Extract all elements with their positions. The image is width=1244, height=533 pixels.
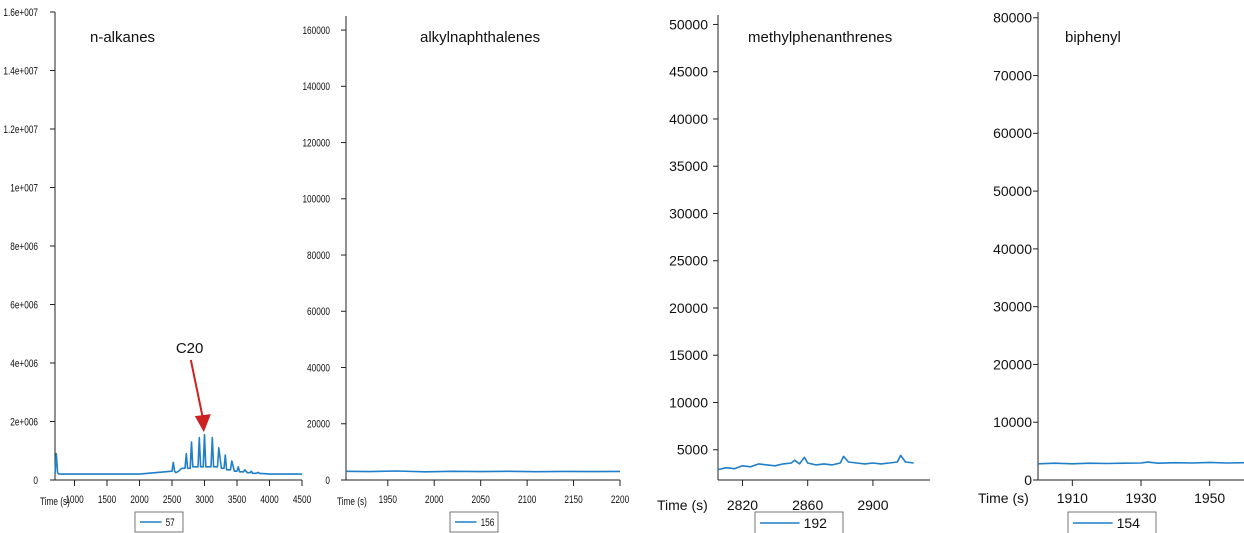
legend: 156 xyxy=(449,511,499,533)
y-tick-label: 1e+007 xyxy=(10,182,38,194)
y-tick-label: 120000 xyxy=(302,137,330,149)
y-tick-label: 80000 xyxy=(307,250,330,262)
chart-title: biphenyl xyxy=(1065,29,1121,46)
x-tick-label: 1000 xyxy=(65,494,84,506)
series-line-192 xyxy=(717,454,914,471)
y-tick-label: 35000 xyxy=(669,158,708,174)
y-tick-label: 40000 xyxy=(993,241,1032,257)
y-tick-label: 40000 xyxy=(669,111,708,127)
y-tick-label: 20000 xyxy=(669,300,708,316)
x-tick-label: 2050 xyxy=(472,494,491,506)
legend: 154 xyxy=(1067,511,1157,533)
y-tick-label: 0 xyxy=(325,475,330,487)
y-tick-label: 10000 xyxy=(993,414,1032,430)
x-tick-label: 1950 xyxy=(379,494,398,506)
legend-label: 156 xyxy=(481,517,495,529)
x-tick-label: 2500 xyxy=(163,494,182,506)
y-tick-label: 0 xyxy=(33,475,38,487)
arrow-head xyxy=(194,414,211,433)
y-tick-label: 4e+006 xyxy=(10,358,38,370)
legend-label: 192 xyxy=(804,515,828,531)
x-tick-label: 2000 xyxy=(425,494,444,506)
y-tick-label: 30000 xyxy=(669,205,708,221)
y-tick-label: 20000 xyxy=(307,419,330,431)
y-tick-label: 30000 xyxy=(993,299,1032,315)
annotation-c20: C20 xyxy=(176,340,211,433)
y-tick-label: 50000 xyxy=(669,16,708,32)
y-tick-label: 1.4e+007 xyxy=(3,65,38,77)
y-tick-label: 6e+006 xyxy=(10,299,38,311)
x-tick-label: 1950 xyxy=(1194,490,1225,506)
y-tick-label: 1.2e+007 xyxy=(3,124,38,136)
y-tick-label: 160000 xyxy=(302,25,330,37)
y-tick-label: 40000 xyxy=(307,362,330,374)
series-line-57 xyxy=(54,433,302,475)
chart-panel-1: 0 2e+006 4e+006 6e+006 8e+006 1e+007 1.2e+007 1… xyxy=(3,7,312,533)
x-tick-label: 2000 xyxy=(130,494,149,506)
annotation-label: C20 xyxy=(176,340,204,357)
series-line-156 xyxy=(345,470,621,473)
x-tick-label: 2900 xyxy=(857,497,888,513)
arrow-shaft xyxy=(189,359,204,419)
x-tick-label: 1500 xyxy=(98,494,117,506)
y-tick-label: 50000 xyxy=(993,183,1032,199)
y-tick-label: 1.6e+007 xyxy=(3,7,38,19)
y-tick-label: 80000 xyxy=(993,10,1032,26)
y-tick-label: 60000 xyxy=(307,306,330,318)
chart-panel-3: 5000 10000 15000 20000 25000 30000 35000 40000 4… xyxy=(657,15,930,533)
y-tick-label: 100000 xyxy=(302,194,330,206)
y-tick-label: 25000 xyxy=(669,253,708,269)
chart-title: n-alkanes xyxy=(90,29,155,46)
x-tick-label: 1910 xyxy=(1057,490,1088,506)
y-tick-label: 70000 xyxy=(993,67,1032,83)
x-tick-label: 2150 xyxy=(564,494,583,506)
y-tick-label: 10000 xyxy=(669,394,708,410)
x-axis-label: Time (s) xyxy=(978,490,1029,506)
y-tick-label: 140000 xyxy=(302,81,330,93)
series-line-154 xyxy=(1037,461,1244,465)
y-tick-label: 15000 xyxy=(669,347,708,363)
y-tick-label: 60000 xyxy=(993,125,1032,141)
x-axis-label: Time (s) xyxy=(657,497,708,513)
x-tick-label: 2820 xyxy=(727,497,758,513)
x-axis-label: Time (s) xyxy=(337,496,367,508)
x-tick-label: 3500 xyxy=(228,494,247,506)
x-tick-label: 4500 xyxy=(293,494,312,506)
y-tick-label: 0 xyxy=(1024,472,1032,488)
y-tick-label: 8e+006 xyxy=(10,241,38,253)
y-tick-label: 20000 xyxy=(993,356,1032,372)
chart-title: alkylnaphthalenes xyxy=(420,29,540,46)
y-tick-label: 45000 xyxy=(669,64,708,80)
legend: 57 xyxy=(134,511,184,533)
chart-panel-2: 0 20000 40000 60000 80000 100000 120000 140000 1… xyxy=(302,16,630,533)
y-tick-label: 5000 xyxy=(677,442,708,458)
x-tick-label: 2100 xyxy=(518,494,537,506)
legend-label: 57 xyxy=(166,517,175,529)
x-tick-label: 2860 xyxy=(792,497,823,513)
y-tick-label: 2e+006 xyxy=(10,416,38,428)
legend-label: 154 xyxy=(1117,515,1141,531)
x-tick-label: 4000 xyxy=(260,494,279,506)
chart-panel-4: 0 10000 20000 30000 40000 50000 60000 70000 8000… xyxy=(978,10,1244,533)
x-tick-label: 2200 xyxy=(611,494,630,506)
chart-title: methylphenanthrenes xyxy=(748,29,892,46)
legend: 192 xyxy=(754,511,844,533)
x-tick-label: 1930 xyxy=(1125,490,1156,506)
x-axis-label: Time (s) xyxy=(40,496,70,508)
x-tick-label: 3000 xyxy=(195,494,214,506)
